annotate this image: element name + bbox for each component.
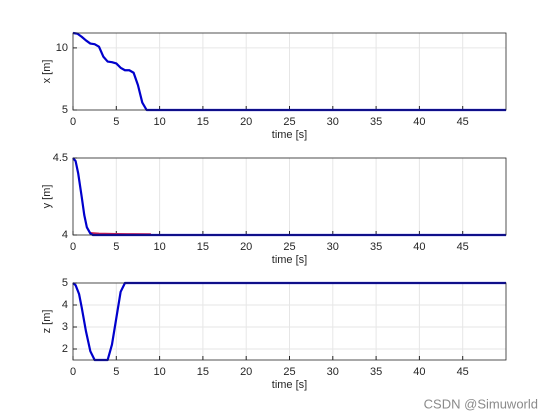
x-axis-label: time [s]: [272, 379, 307, 391]
x-tick-label: 25: [283, 366, 295, 378]
x-tick-label: 5: [113, 116, 119, 128]
x-tick-label: 10: [153, 116, 165, 128]
x-tick-label: 25: [283, 116, 295, 128]
y-tick-label: 10: [56, 42, 68, 54]
axes-box: [72, 282, 507, 361]
x-tick-label: 45: [457, 241, 469, 253]
x-tick-label: 45: [457, 366, 469, 378]
x-tick-label: 0: [70, 116, 76, 128]
y-tick-label: 4: [62, 229, 68, 241]
x-tick-label: 45: [457, 116, 469, 128]
x-tick-label: 30: [327, 366, 339, 378]
x-tick-label: 15: [197, 366, 209, 378]
x-tick-label: 30: [327, 241, 339, 253]
x-axis-label: time [s]: [272, 254, 307, 266]
x-tick-label: 10: [153, 366, 165, 378]
y-tick-label: 3: [62, 321, 68, 333]
x-tick-label: 0: [70, 366, 76, 378]
x-tick-label: 5: [113, 241, 119, 253]
x-axis-label: time [s]: [272, 129, 307, 141]
axes-box: [72, 32, 507, 111]
y-axis-label: z [m]: [41, 310, 53, 334]
x-tick-label: 35: [370, 241, 382, 253]
x-tick-label: 10: [153, 241, 165, 253]
x-tick-label: 5: [113, 366, 119, 378]
y-tick-label: 5: [62, 277, 68, 289]
y-tick-label: 5: [62, 104, 68, 116]
y-tick-label: 4: [62, 299, 68, 311]
x-tick-label: 35: [370, 366, 382, 378]
x-tick-label: 40: [413, 241, 425, 253]
x-tick-label: 20: [240, 366, 252, 378]
y-axis-label: x [m]: [41, 60, 53, 84]
y-tick-label: 2: [62, 343, 68, 355]
axes-box: [72, 157, 507, 236]
x-tick-label: 15: [197, 116, 209, 128]
x-tick-label: 30: [327, 116, 339, 128]
x-tick-label: 15: [197, 241, 209, 253]
data-line: [72, 157, 506, 237]
watermark: CSDN @Simuworld: [424, 396, 538, 411]
x-tick-label: 35: [370, 116, 382, 128]
x-tick-label: 40: [413, 116, 425, 128]
x-tick-label: 0: [70, 241, 76, 253]
y-tick-label: 4.5: [53, 152, 68, 164]
y-axis-label: y [m]: [41, 185, 53, 209]
data-line: [72, 31, 506, 112]
x-tick-label: 20: [240, 116, 252, 128]
x-tick-label: 20: [240, 241, 252, 253]
x-tick-label: 25: [283, 241, 295, 253]
x-tick-label: 40: [413, 366, 425, 378]
